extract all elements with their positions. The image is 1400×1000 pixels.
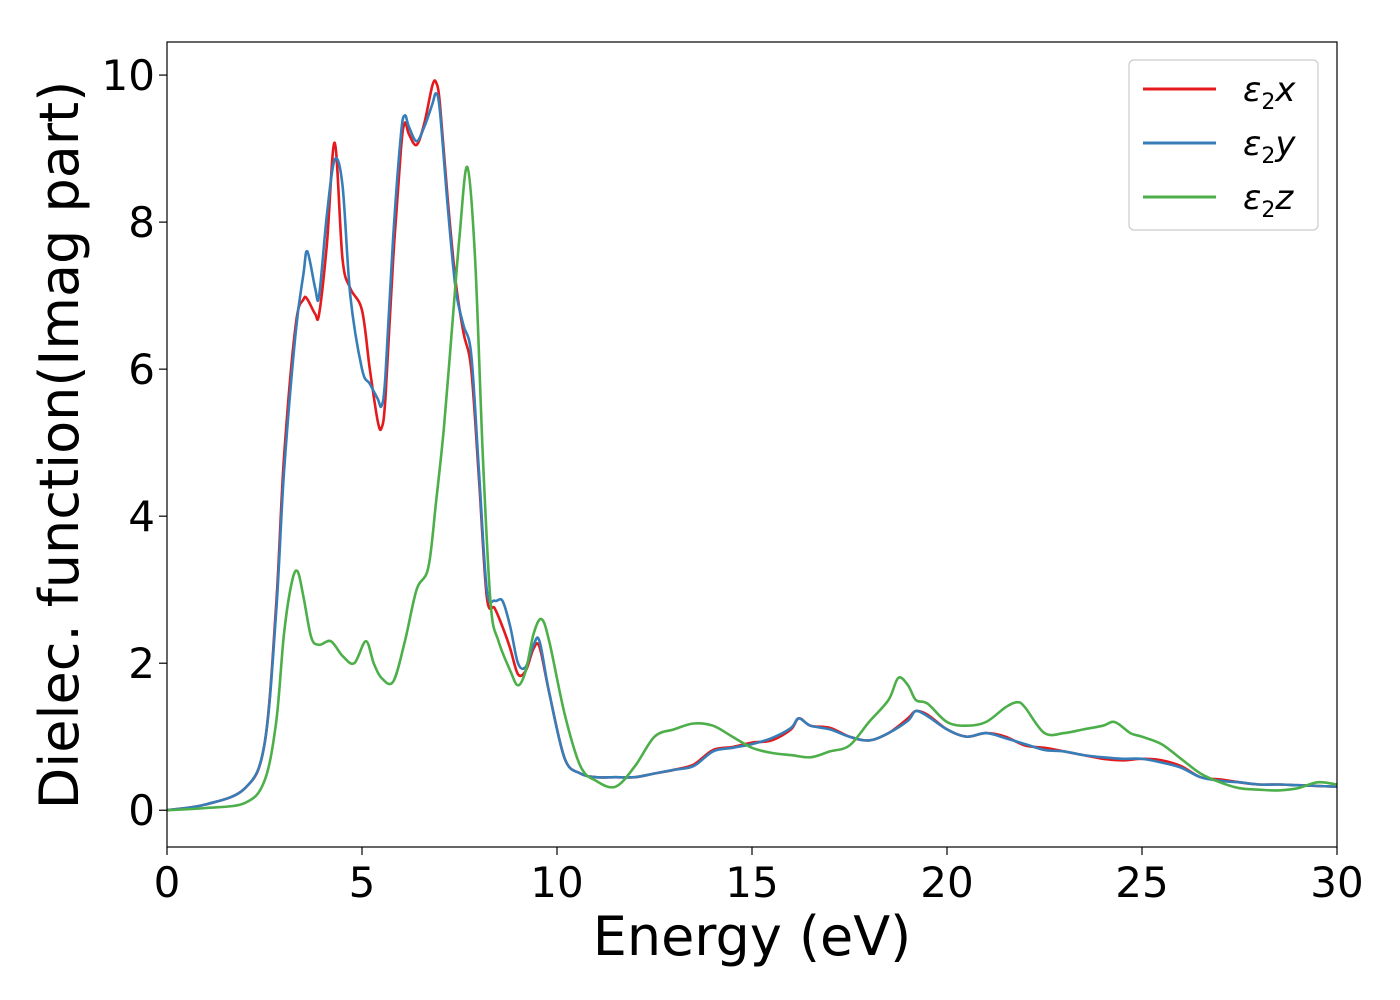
x-tick-label: 25 [1115,858,1168,907]
y-tick-label: 4 [128,492,155,541]
y-tick-label: 8 [128,198,155,247]
y-tick-label: 0 [128,786,155,835]
legend-label-y: ε2y [1243,124,1296,169]
x-tick-label: 10 [530,858,583,907]
legend: ε2x ε2y ε2z [1128,59,1319,231]
y-tick-label: 6 [128,345,155,394]
legend-label-x: ε2x [1243,70,1296,115]
x-ticks: 0 5 10 15 20 25 30 [154,847,1364,907]
y-tick-label: 10 [102,51,155,100]
legend-box [1128,59,1319,231]
x-tick-label: 15 [725,858,778,907]
series-line-x [166,79,1338,812]
y-ticks: 0 2 4 6 8 10 [102,51,167,835]
y-tick-label: 2 [128,639,155,688]
x-tick-label: 20 [920,858,973,907]
x-axis-label: Energy (eV) [593,905,912,968]
y-axis-label: Dielec. function(Imag part) [28,81,91,810]
x-tick-label: 0 [154,858,181,907]
legend-label-z: ε2z [1243,178,1294,223]
series-line-y [166,92,1338,812]
series-layer [166,79,1338,812]
x-tick-label: 5 [349,858,376,907]
x-tick-label: 30 [1310,858,1363,907]
series-line-z [166,165,1338,812]
